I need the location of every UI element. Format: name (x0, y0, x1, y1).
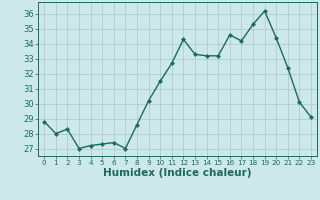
X-axis label: Humidex (Indice chaleur): Humidex (Indice chaleur) (103, 168, 252, 178)
